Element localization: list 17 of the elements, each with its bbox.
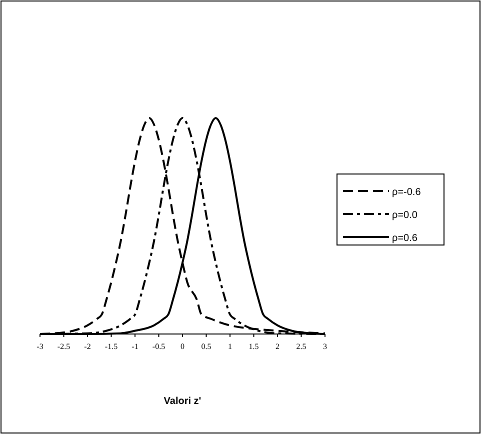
x-tick-label: 0.5 xyxy=(201,342,212,351)
legend-label: ρ=0.6 xyxy=(392,233,418,244)
legend-label: ρ=0.0 xyxy=(392,210,418,221)
x-tick-label: 3 xyxy=(323,342,327,351)
x-tick-label: -0.5 xyxy=(152,342,166,351)
x-tick-label: -1 xyxy=(132,342,138,351)
x-tick-label: -2 xyxy=(84,342,91,351)
x-tick-label: -2.5 xyxy=(57,342,70,351)
legend-label: ρ=-0.6 xyxy=(392,187,422,198)
x-tick-label: 1 xyxy=(228,342,232,351)
x-tick-label: -1.5 xyxy=(104,342,118,351)
x-axis-title: Valori z' xyxy=(164,396,202,407)
x-tick-label: 2 xyxy=(276,342,280,351)
x-tick-label: 2.5 xyxy=(296,342,306,351)
x-tick-label: 1.5 xyxy=(248,342,259,351)
x-tick-label: 0 xyxy=(180,342,184,351)
x-tick-label: -3 xyxy=(36,342,44,351)
